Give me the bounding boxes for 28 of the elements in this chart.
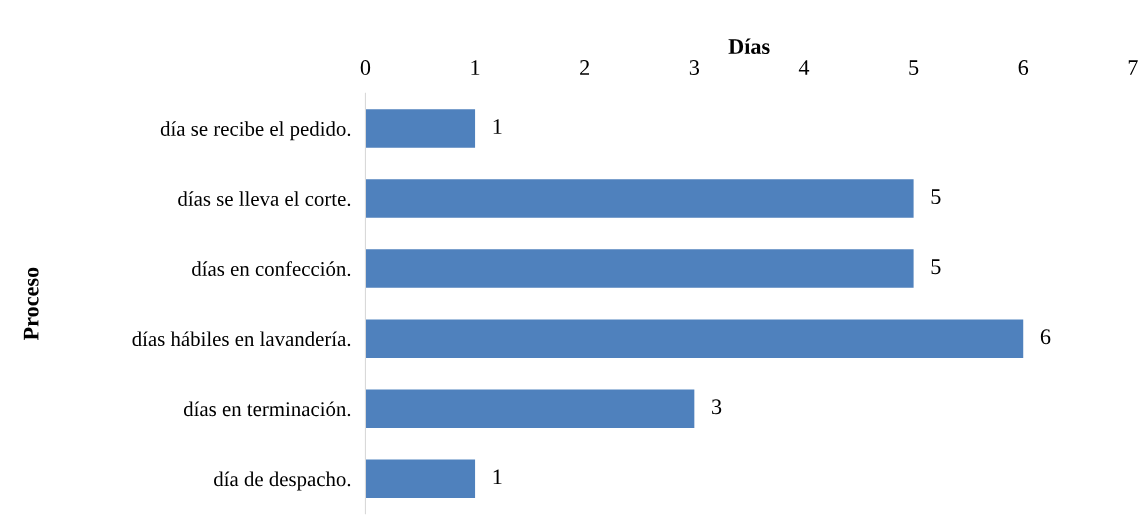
- x-tick-label: 6: [1018, 60, 1029, 76]
- data-label: 6: [1040, 329, 1051, 345]
- x-tick-label: 2: [580, 60, 590, 75]
- bar: [365, 179, 914, 218]
- y-tick-label: días en terminación.: [183, 401, 351, 417]
- y-axis-title: Proceso: [23, 267, 39, 341]
- bar: [365, 389, 695, 428]
- x-tick-label: 1: [471, 60, 480, 75]
- y-tick-label: días se lleva el corte.: [178, 191, 351, 207]
- data-label: 5: [931, 189, 941, 205]
- y-tick-label: días en confección.: [192, 261, 351, 277]
- data-label: 5: [931, 259, 941, 275]
- x-tick-label: 5: [909, 60, 919, 76]
- data-label: 1: [493, 469, 502, 485]
- bar: [365, 249, 914, 288]
- x-tick-label: 7: [1128, 60, 1138, 75]
- bar: [365, 109, 476, 148]
- y-tick-label: día se recibe el pedido.: [160, 121, 351, 141]
- x-tick-label: 0: [360, 60, 371, 76]
- x-tick-label: 4: [798, 60, 810, 75]
- data-label: 1: [493, 119, 502, 134]
- y-tick-label: día de despacho.: [214, 471, 351, 491]
- data-label: 3: [712, 399, 722, 415]
- bar: [365, 459, 476, 499]
- bar: [365, 319, 1024, 358]
- x-axis-title: Días: [728, 38, 770, 55]
- x-tick-label: 3: [689, 60, 700, 76]
- y-tick-label: días hábiles en lavandería.: [132, 331, 351, 347]
